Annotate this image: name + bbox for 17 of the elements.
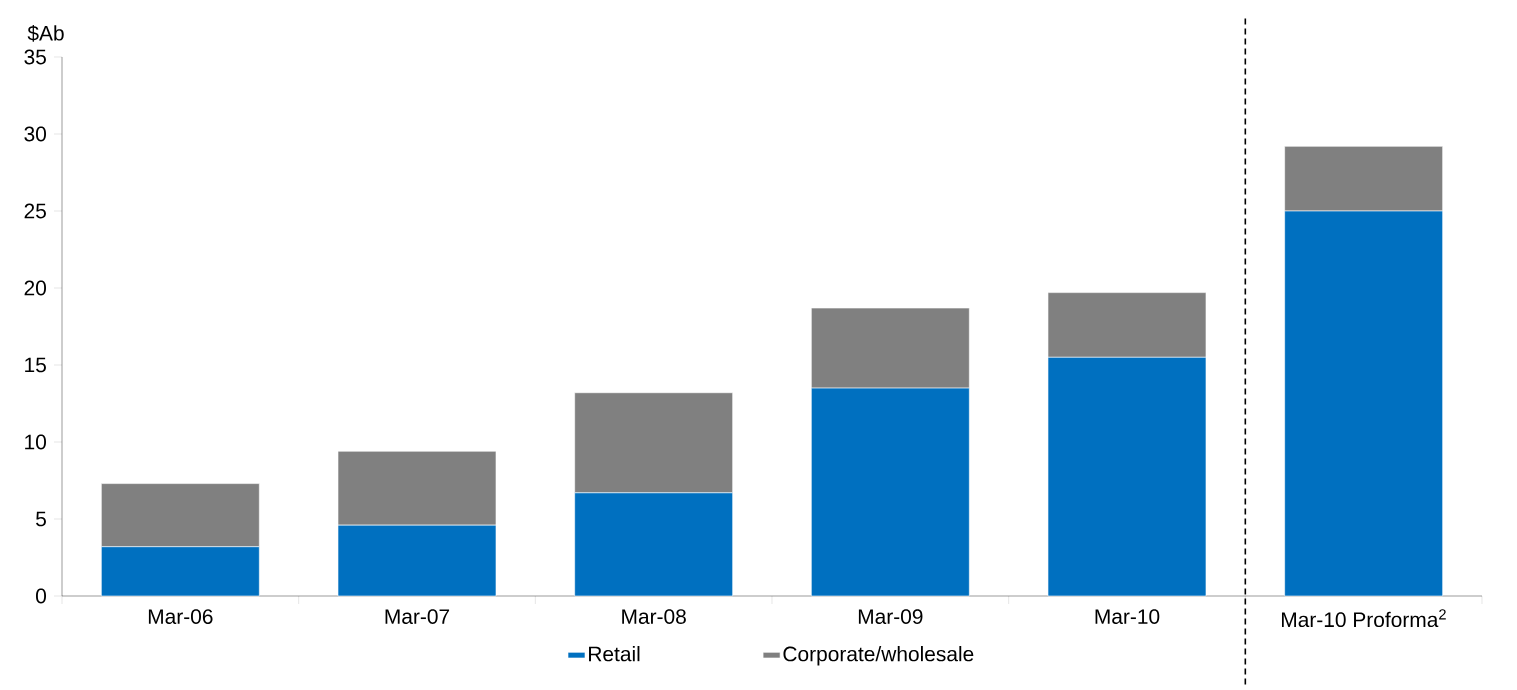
y-axis-title: $Ab: [27, 24, 64, 42]
x-tick-label: Mar-08: [622, 609, 686, 624]
y-tick-label: 30: [24, 126, 46, 142]
x-tick-label: Mar-10 Proforma$^{2}$: [1281, 609, 1446, 628]
y-tick-label: 20: [24, 280, 46, 296]
legend-label: Corporate/wholesale: [783, 646, 974, 666]
legend-label: Retail: [589, 646, 640, 662]
y-tick-label: 0: [36, 588, 47, 604]
y-tick-label: 15: [25, 357, 46, 373]
y-tick-label: 25: [24, 203, 46, 219]
y-tick-label: 35: [24, 49, 46, 65]
x-tick-label: Mar-06: [148, 609, 213, 624]
x-tick-label: Mar-10: [1095, 609, 1160, 624]
y-tick-label: 5: [36, 511, 46, 527]
x-tick-label: Mar-07: [385, 609, 450, 624]
x-tick-label: Mar-09: [858, 609, 923, 624]
y-tick-label: 10: [25, 434, 46, 450]
